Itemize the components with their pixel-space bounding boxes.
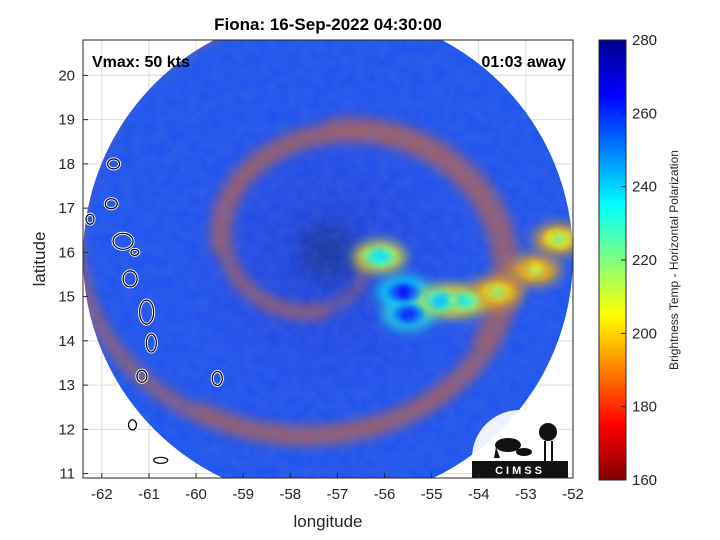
island-outline: [107, 158, 121, 170]
island-outline: [112, 232, 134, 250]
island-outline: [139, 299, 155, 325]
x-tick-label: -58: [279, 486, 301, 503]
colorbar-tick-label: 260: [632, 105, 657, 122]
x-tick-label: -59: [232, 486, 254, 503]
x-tick-label: -52: [562, 486, 584, 503]
y-tick-label: 13: [58, 377, 75, 394]
island-outline: [85, 213, 95, 225]
x-ticks: -62 -61 -60 -59 -58 -57 -56 -55 -54 -53 -52: [91, 473, 584, 503]
island-outline: [153, 456, 169, 464]
colorbar-label: Brightness Temp - Horizontal Polarizatio…: [667, 150, 681, 370]
colorbar-tick-label: 160: [632, 472, 657, 489]
swath-layer: [83, 40, 573, 478]
island-outline: [127, 419, 138, 431]
y-ticks: 11 12 13 14 15 16 17 18 19 20: [58, 67, 88, 483]
x-tick-label: -53: [515, 486, 537, 503]
x-tick-label: -54: [468, 486, 490, 503]
colorbar-tick-label: 280: [632, 32, 657, 49]
x-tick-label: -61: [138, 486, 160, 503]
y-tick-label: 16: [58, 244, 75, 261]
chart-title: Fiona: 16-Sep-2022 04:30:00: [214, 15, 442, 34]
y-tick-label: 14: [58, 333, 75, 350]
x-tick-label: -56: [374, 486, 396, 503]
time-away-label: 01:03 away: [481, 54, 566, 71]
x-axis-label: longitude: [293, 512, 362, 531]
axes-frame: [82, 39, 574, 479]
colorbar-tick-label: 240: [632, 179, 657, 196]
vmax-label: Vmax: 50 kts: [92, 54, 190, 71]
island-outline: [122, 270, 138, 288]
texture-noise: [83, 40, 573, 478]
island-outline: [211, 370, 223, 387]
cimss-logo: CIMSS: [472, 410, 568, 478]
logo-text: CIMSS: [495, 465, 545, 477]
x-tick-label: -55: [421, 486, 443, 503]
y-tick-label: 18: [58, 156, 75, 173]
y-tick-label: 20: [58, 67, 75, 84]
island-outlines-inner: [85, 158, 223, 464]
y-tick-label: 11: [59, 466, 75, 483]
colorbar-tick-label: 200: [632, 325, 657, 342]
y-tick-label: 12: [58, 421, 75, 438]
island-outline: [104, 198, 118, 210]
y-tick-label: 15: [58, 289, 75, 306]
colorbar-ticks: 160 180 200 220 240 260 280: [621, 32, 657, 489]
colorbar-tick-label: 180: [632, 399, 657, 416]
y-tick-label: 17: [58, 200, 75, 217]
y-axis-label: latitude: [30, 232, 49, 287]
x-tick-label: -62: [91, 486, 113, 503]
island-outline: [130, 248, 140, 256]
colorbar-tick-label: 220: [632, 252, 657, 269]
island-outline: [136, 369, 148, 383]
x-tick-label: -57: [327, 486, 349, 503]
island-outline: [145, 333, 157, 353]
x-tick-label: -60: [185, 486, 207, 503]
y-tick-label: 19: [58, 112, 75, 129]
